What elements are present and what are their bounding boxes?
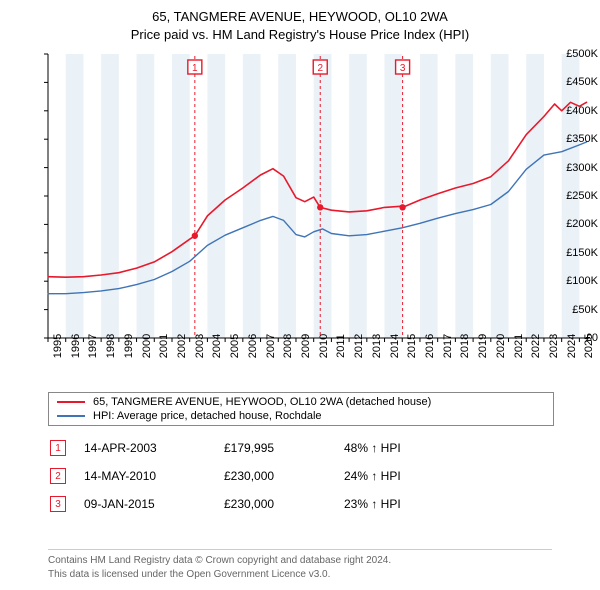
x-tick-label: 2008 (282, 334, 294, 358)
x-tick-label: 2000 (141, 334, 153, 358)
x-tick-label: 2004 (211, 334, 223, 358)
x-tick-label: 2015 (406, 334, 418, 358)
x-tick-label: 1996 (70, 334, 82, 358)
sale-hpi: 48% ↑ HPI (344, 441, 401, 455)
x-tick-label: 2010 (318, 334, 330, 358)
x-tick-label: 1997 (87, 334, 99, 358)
x-tick-label: 2024 (566, 334, 578, 358)
y-tick-label: £150K (556, 247, 598, 259)
y-tick-label: £350K (556, 133, 598, 145)
sale-badge: 3 (50, 496, 66, 512)
legend: 65, TANGMERE AVENUE, HEYWOOD, OL10 2WA (… (48, 392, 554, 426)
x-tick-label: 2002 (176, 334, 188, 358)
y-tick-label: £250K (556, 190, 598, 202)
x-tick-label: 2019 (477, 334, 489, 358)
sale-date: 14-APR-2003 (84, 441, 224, 455)
y-tick-label: £500K (556, 48, 598, 60)
legend-swatch (57, 401, 85, 403)
sale-price: £230,000 (224, 497, 344, 511)
svg-text:3: 3 (400, 63, 406, 74)
sale-badge: 1 (50, 440, 66, 456)
legend-label: 65, TANGMERE AVENUE, HEYWOOD, OL10 2WA (… (93, 396, 431, 408)
x-tick-label: 2025 (583, 334, 595, 358)
y-tick-label: £200K (556, 218, 598, 230)
x-tick-label: 2020 (495, 334, 507, 358)
y-tick-label: £300K (556, 162, 598, 174)
legend-swatch (57, 415, 85, 417)
legend-label: HPI: Average price, detached house, Roch… (93, 410, 322, 422)
chart-title: 65, TANGMERE AVENUE, HEYWOOD, OL10 2WA P… (0, 0, 600, 43)
svg-text:2: 2 (317, 63, 323, 74)
x-tick-label: 2009 (300, 334, 312, 358)
footer-line2: This data is licensed under the Open Gov… (48, 568, 552, 582)
x-tick-label: 2016 (424, 334, 436, 358)
x-tick-label: 2011 (335, 334, 347, 358)
x-tick-label: 2003 (194, 334, 206, 358)
attribution-footer: Contains HM Land Registry data © Crown c… (48, 549, 552, 582)
sale-date: 14-MAY-2010 (84, 469, 224, 483)
legend-item: 65, TANGMERE AVENUE, HEYWOOD, OL10 2WA (… (49, 395, 553, 409)
sale-price: £230,000 (224, 469, 344, 483)
legend-item: HPI: Average price, detached house, Roch… (49, 409, 553, 423)
x-tick-label: 2021 (513, 334, 525, 358)
footer-line1: Contains HM Land Registry data © Crown c… (48, 554, 552, 568)
x-tick-label: 2007 (265, 334, 277, 358)
x-tick-label: 2005 (229, 334, 241, 358)
y-tick-label: £50K (556, 304, 598, 316)
x-tick-label: 1999 (123, 334, 135, 358)
sale-hpi: 24% ↑ HPI (344, 469, 401, 483)
svg-text:1: 1 (192, 63, 198, 74)
x-tick-label: 2001 (158, 334, 170, 358)
x-tick-label: 1998 (105, 334, 117, 358)
x-tick-label: 2014 (389, 334, 401, 358)
x-tick-label: 2012 (353, 334, 365, 358)
sales-table: 1 14-APR-2003£179,99548% ↑ HPI 2 14-MAY-201… (48, 434, 552, 518)
chart-area: 123 £0£50K£100K£150K£200K£250K£300K£350K… (0, 48, 600, 388)
sale-hpi: 23% ↑ HPI (344, 497, 401, 511)
y-tick-label: £100K (556, 275, 598, 287)
x-tick-label: 2017 (442, 334, 454, 358)
x-tick-label: 2023 (548, 334, 560, 358)
title-line2: Price paid vs. HM Land Registry's House … (0, 26, 600, 44)
x-tick-label: 2013 (371, 334, 383, 358)
x-tick-label: 2018 (459, 334, 471, 358)
sale-row: 1 14-APR-2003£179,99548% ↑ HPI (48, 434, 552, 462)
y-tick-label: £450K (556, 76, 598, 88)
x-tick-label: 2006 (247, 334, 259, 358)
x-tick-label: 2022 (530, 334, 542, 358)
sale-row: 2 14-MAY-2010£230,00024% ↑ HPI (48, 462, 552, 490)
x-tick-label: 1995 (52, 334, 64, 358)
sale-row: 3 09-JAN-2015£230,00023% ↑ HPI (48, 490, 552, 518)
sale-price: £179,995 (224, 441, 344, 455)
title-line1: 65, TANGMERE AVENUE, HEYWOOD, OL10 2WA (0, 8, 600, 26)
sale-badge: 2 (50, 468, 66, 484)
sale-date: 09-JAN-2015 (84, 497, 224, 511)
y-tick-label: £400K (556, 105, 598, 117)
